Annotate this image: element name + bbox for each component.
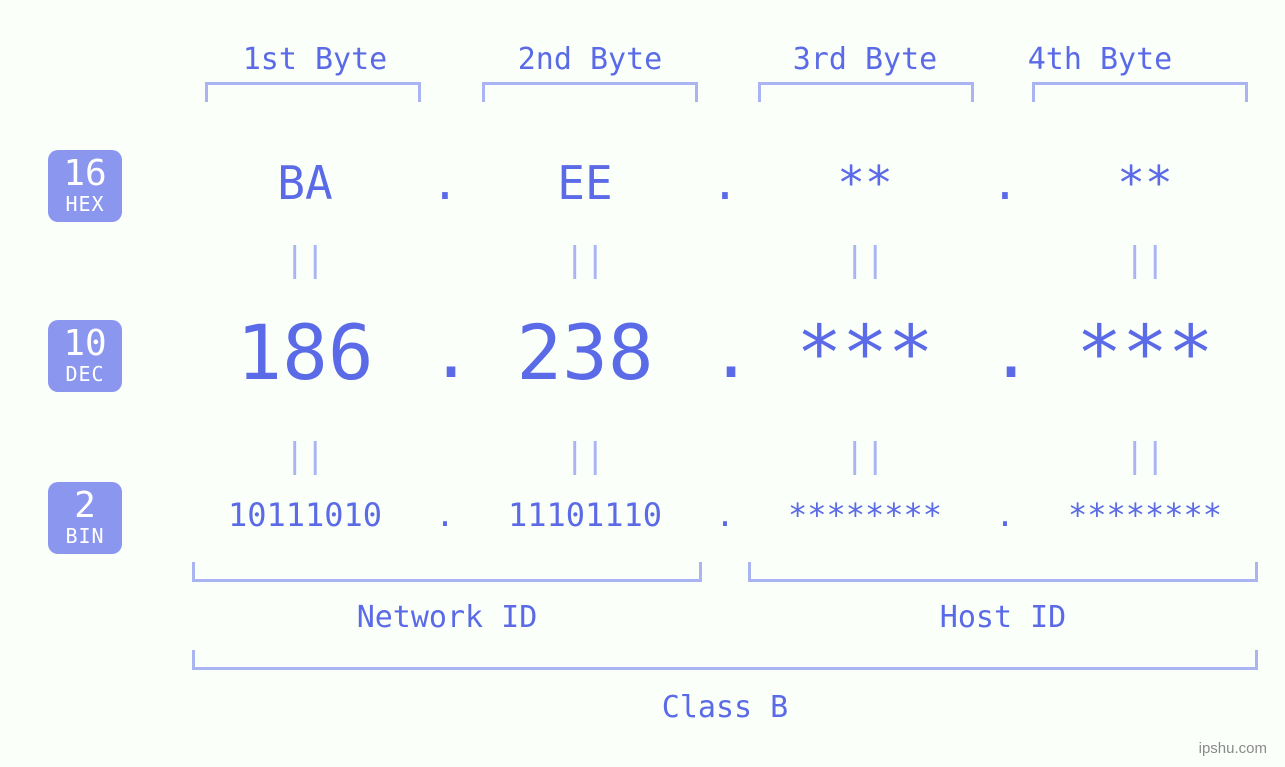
byte-header-1: 1st Byte	[235, 42, 395, 77]
hex-badge: 16 HEX	[48, 150, 122, 222]
top-bracket-1	[205, 82, 421, 102]
bin-val-2: 11101110	[460, 496, 710, 534]
top-bracket-2	[482, 82, 698, 102]
network-id-label: Network ID	[192, 600, 702, 635]
hex-val-4: **	[1020, 156, 1270, 210]
hex-val-3: **	[740, 156, 990, 210]
dot: .	[990, 312, 1020, 394]
hex-badge-label: HEX	[48, 194, 122, 214]
equals-row-2: || || || ||	[180, 436, 1270, 476]
dec-val-3: ***	[740, 308, 990, 397]
eq: ||	[740, 240, 990, 280]
dec-badge: 10 DEC	[48, 320, 122, 392]
hex-val-1: BA	[180, 156, 430, 210]
bin-val-4: ********	[1020, 496, 1270, 534]
dot: .	[430, 156, 460, 210]
eq: ||	[180, 240, 430, 280]
bin-val-3: ********	[740, 496, 990, 534]
dot: .	[430, 496, 460, 534]
bin-val-1: 10111010	[180, 496, 430, 534]
bin-badge-label: BIN	[48, 526, 122, 546]
dec-row: 186 . 238 . *** . ***	[180, 308, 1270, 397]
class-bracket	[192, 650, 1258, 670]
equals-row-1: || || || ||	[180, 240, 1270, 280]
bin-badge-num: 2	[48, 488, 122, 524]
hex-badge-num: 16	[48, 156, 122, 192]
dot: .	[990, 156, 1020, 210]
bin-badge: 2 BIN	[48, 482, 122, 554]
watermark: ipshu.com	[1199, 740, 1267, 757]
network-bracket	[192, 562, 702, 582]
bin-row: 10111010 . 11101110 . ******** . *******…	[180, 496, 1270, 534]
dot: .	[430, 312, 460, 394]
dot: .	[710, 156, 740, 210]
hex-val-2: EE	[460, 156, 710, 210]
top-bracket-3	[758, 82, 974, 102]
ip-diagram: 1st Byte 2nd Byte 3rd Byte 4th Byte 16 H…	[0, 0, 1285, 767]
byte-header-4: 4th Byte	[1020, 42, 1180, 77]
dec-badge-label: DEC	[48, 364, 122, 384]
hex-row: BA . EE . ** . **	[180, 156, 1270, 210]
byte-header-2: 2nd Byte	[510, 42, 670, 77]
eq: ||	[1020, 436, 1270, 476]
eq: ||	[1020, 240, 1270, 280]
eq: ||	[740, 436, 990, 476]
dot: .	[990, 496, 1020, 534]
eq: ||	[180, 436, 430, 476]
dec-badge-num: 10	[48, 326, 122, 362]
eq: ||	[460, 436, 710, 476]
top-bracket-4	[1032, 82, 1248, 102]
dot: .	[710, 312, 740, 394]
dec-val-1: 186	[180, 308, 430, 397]
dec-val-2: 238	[460, 308, 710, 397]
dot: .	[710, 496, 740, 534]
dec-val-4: ***	[1020, 308, 1270, 397]
host-id-label: Host ID	[748, 600, 1258, 635]
host-bracket	[748, 562, 1258, 582]
class-label: Class B	[192, 690, 1258, 725]
eq: ||	[460, 240, 710, 280]
byte-header-3: 3rd Byte	[785, 42, 945, 77]
